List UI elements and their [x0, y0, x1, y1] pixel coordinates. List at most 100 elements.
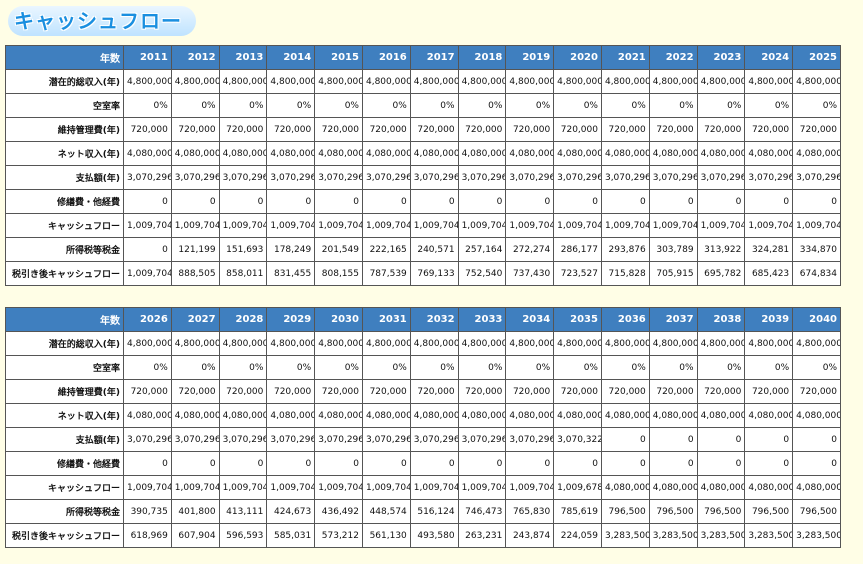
cell: 0 [553, 451, 602, 476]
year-header: 2033 [457, 307, 507, 332]
cell: 737,430 [505, 261, 555, 286]
cell: 4,080,000 [409, 141, 459, 166]
cell: 695,782 [696, 261, 746, 286]
cell: 4,080,000 [123, 403, 172, 428]
cell: 720,000 [409, 117, 459, 142]
year-header: 2030 [314, 307, 363, 332]
year-header: 2027 [170, 307, 220, 332]
data-row: ネット収入(年) 4,080,000 4,080,000 4,080,000 4,080… [5, 141, 841, 166]
cell: 4,080,000 [266, 403, 316, 428]
cell: 4,080,000 [409, 403, 459, 428]
cell: 4,080,000 [648, 403, 698, 428]
year-header: 2021 [600, 45, 650, 70]
row-label: 支払額(年) [5, 427, 124, 452]
cell: 0 [744, 189, 794, 214]
year-header: 2037 [648, 307, 698, 332]
cell: 1,009,704 [600, 213, 650, 238]
cell: 0% [409, 355, 459, 380]
cell: 0 [648, 451, 698, 476]
cell: 4,080,000 [505, 141, 555, 166]
cell: 1,009,704 [505, 213, 555, 238]
row-label: ネット収入(年) [5, 403, 124, 428]
cell: 4,800,000 [218, 331, 268, 356]
cell: 4,800,000 [409, 331, 459, 356]
cell: 607,904 [170, 523, 220, 548]
cell: 796,500 [696, 499, 746, 524]
cell: 0 [648, 427, 698, 452]
cell: 685,423 [744, 261, 794, 286]
cell: 4,800,000 [123, 331, 172, 356]
cell: 3,070,296 [505, 427, 555, 452]
cell: 1,009,704 [361, 213, 411, 238]
cell: 796,500 [744, 499, 794, 524]
cashflow-table: 年数 2011 2012 2013 2014 2015 2016 2017 2018 2019 20… [5, 45, 841, 286]
cell: 4,080,000 [648, 141, 698, 166]
data-row: キャッシュフロー 1,009,704 1,009,704 1,009,704 1,009… [5, 475, 841, 500]
cell: 765,830 [505, 499, 555, 524]
cell: 0% [314, 355, 363, 380]
cell: 796,500 [792, 499, 841, 524]
cell: 0% [600, 355, 650, 380]
cell: 4,800,000 [314, 69, 363, 94]
cell: 4,080,000 [696, 403, 746, 428]
cell: 720,000 [553, 379, 602, 404]
cell: 769,133 [409, 261, 459, 286]
cell: 3,070,296 [170, 427, 220, 452]
cell: 0 [123, 451, 172, 476]
cell: 4,800,000 [218, 69, 268, 94]
row-label: ネット収入(年) [5, 141, 124, 166]
cell: 0 [218, 189, 268, 214]
year-header: 2019 [505, 45, 555, 70]
cell: 286,177 [553, 237, 602, 262]
cell: 720,000 [553, 117, 602, 142]
cell: 4,080,000 [123, 141, 172, 166]
cell: 4,800,000 [792, 331, 841, 356]
cell: 0 [600, 427, 650, 452]
cell: 831,455 [266, 261, 316, 286]
cell: 516,124 [409, 499, 459, 524]
cell: 240,571 [409, 237, 459, 262]
header-row: 年数 2011 2012 2013 2014 2015 2016 2017 2018 2019 20… [5, 45, 841, 70]
cell: 0 [648, 189, 698, 214]
cell: 785,619 [553, 499, 602, 524]
cell: 4,080,000 [218, 403, 268, 428]
row-label: 税引き後キャッシュフロー [5, 261, 124, 286]
year-header: 2024 [744, 45, 794, 70]
cell: 0% [600, 93, 650, 118]
cell: 0% [123, 355, 172, 380]
cell: 424,673 [266, 499, 316, 524]
cell: 4,080,000 [361, 403, 411, 428]
cell: 263,231 [457, 523, 507, 548]
cell: 4,800,000 [266, 69, 316, 94]
cell: 4,800,000 [457, 69, 507, 94]
cell: 573,212 [314, 523, 363, 548]
cell: 121,199 [170, 237, 220, 262]
cell: 720,000 [170, 379, 220, 404]
cell: 257,164 [457, 237, 507, 262]
cell: 720,000 [457, 379, 507, 404]
cell: 720,000 [505, 379, 555, 404]
cell: 674,834 [792, 261, 841, 286]
cell: 243,874 [505, 523, 555, 548]
cell: 4,800,000 [696, 69, 746, 94]
cell: 3,283,500 [696, 523, 746, 548]
cell: 0 [696, 189, 746, 214]
year-header: 2022 [648, 45, 698, 70]
cell: 4,800,000 [648, 69, 698, 94]
cell: 720,000 [266, 379, 316, 404]
cell: 1,009,704 [170, 213, 220, 238]
cell: 720,000 [792, 117, 841, 142]
cell: 3,070,322 [553, 427, 602, 452]
cell: 720,000 [218, 379, 268, 404]
cell: 720,000 [600, 379, 650, 404]
cell: 0 [409, 189, 459, 214]
cell: 4,800,000 [170, 331, 220, 356]
cell: 493,580 [409, 523, 459, 548]
header-label: 年数 [5, 45, 124, 70]
cell: 334,870 [792, 237, 841, 262]
cell: 4,800,000 [792, 69, 841, 94]
cell: 3,070,296 [361, 165, 411, 190]
cell: 796,500 [648, 499, 698, 524]
cell: 0 [170, 451, 220, 476]
cell: 4,080,000 [553, 403, 602, 428]
